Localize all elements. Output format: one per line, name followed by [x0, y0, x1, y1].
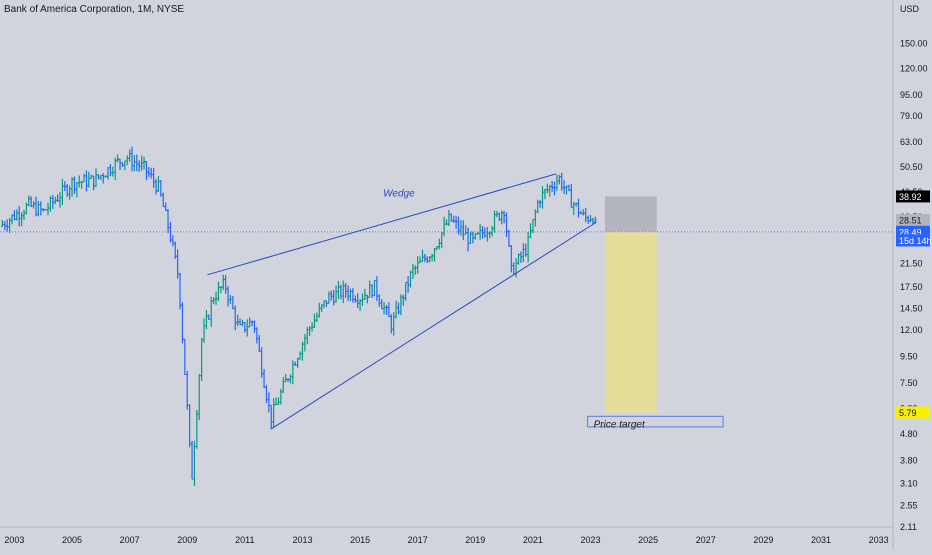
stop-zone-box	[604, 196, 657, 232]
wedge-lower-line	[270, 221, 597, 430]
price-badge-label: 28.51	[899, 216, 922, 226]
wedge-label: Wedge	[383, 188, 415, 199]
y-tick-label: 79.00	[900, 111, 923, 121]
x-tick-label: 2025	[638, 535, 658, 545]
price-badge-label: 15d 14h	[899, 236, 932, 246]
y-tick-label: 9.50	[900, 351, 918, 361]
target-zone-box	[604, 231, 657, 413]
y-tick-label: 21.50	[900, 259, 923, 269]
price-badge-label: 38.92	[899, 192, 922, 202]
y-tick-label: 17.50	[900, 282, 923, 292]
price-target-box	[587, 415, 724, 428]
y-tick-label: 50.50	[900, 162, 923, 172]
y-tick-label: 14.50	[900, 303, 923, 313]
y-tick-label: 7.50	[900, 378, 918, 388]
x-tick-label: 2007	[120, 535, 140, 545]
x-tick-label: 2015	[350, 535, 370, 545]
price-bars	[0, 146, 597, 486]
x-tick-label: 2033	[869, 535, 889, 545]
y-tick-label: 3.10	[900, 478, 918, 488]
y-tick-label: 4.80	[900, 429, 918, 439]
y-tick-label: 120.00	[900, 64, 928, 74]
x-tick-label: 2021	[523, 535, 543, 545]
x-tick-label: 2023	[581, 535, 601, 545]
price-badge-label: 28.49	[899, 227, 922, 237]
x-tick-label: 2009	[177, 535, 197, 545]
y-tick-label: 2.55	[900, 501, 918, 511]
price-badge-label: 5.79	[899, 408, 917, 418]
x-tick-label: 2017	[408, 535, 428, 545]
price-badge	[896, 190, 930, 203]
x-tick-label: 2029	[753, 535, 773, 545]
y-tick-label: 63.00	[900, 137, 923, 147]
chart-title: Bank of America Corporation, 1M, NYSE	[4, 4, 185, 15]
x-tick-label: 2019	[465, 535, 485, 545]
x-tick-label: 2003	[4, 535, 24, 545]
y-tick-label: 95.00	[900, 90, 923, 100]
y-tick-label: 2.11	[900, 522, 917, 532]
price-badge	[896, 234, 930, 247]
x-tick-label: 2031	[811, 535, 831, 545]
price-target-label: Price target	[594, 419, 646, 430]
y-tick-label: 150.00	[900, 38, 928, 48]
x-tick-label: 2005	[62, 535, 82, 545]
y-tick-label: 12.00	[900, 325, 923, 335]
price-badge	[896, 406, 930, 419]
y-tick-label: 3.80	[900, 455, 918, 465]
price-badge	[896, 214, 930, 227]
y-axis-currency: USD	[900, 4, 920, 14]
x-tick-label: 2011	[235, 535, 254, 545]
wedge-upper-line	[207, 173, 557, 276]
x-tick-label: 2027	[696, 535, 716, 545]
x-tick-label: 2013	[292, 535, 312, 545]
